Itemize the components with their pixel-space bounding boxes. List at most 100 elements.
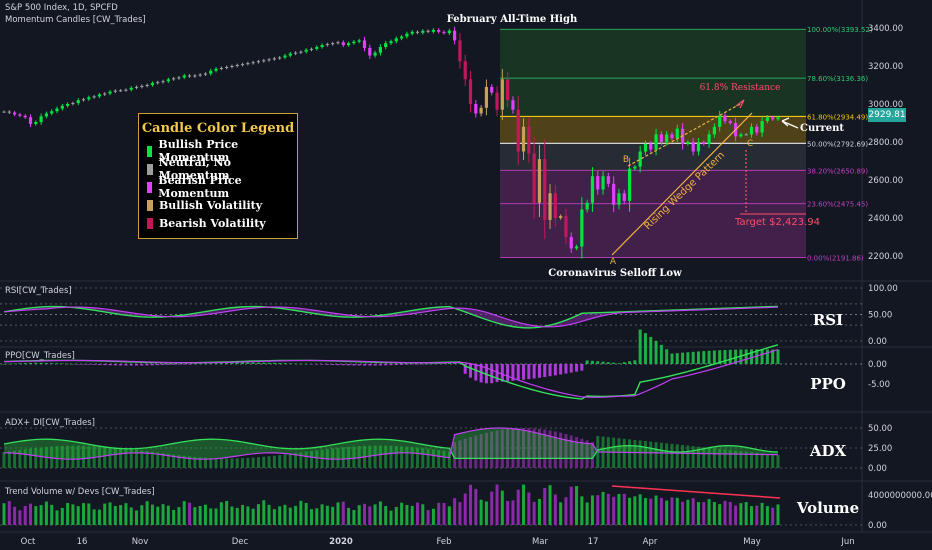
- fib-zone: [500, 143, 806, 171]
- candle-body: [13, 112, 17, 115]
- volume-bar: [522, 484, 526, 525]
- volume-bar: [294, 505, 298, 525]
- volume-bar: [665, 500, 669, 525]
- ppo-histogram-bar: [771, 349, 775, 364]
- ppo-histogram-bar: [23, 363, 27, 364]
- legend-item: Bearish Price Momentum: [139, 174, 297, 200]
- adx-bar: [203, 457, 207, 468]
- candle-body: [627, 168, 632, 201]
- volume-bar: [739, 503, 743, 525]
- ppo-histogram-bar: [474, 364, 478, 381]
- adx-bar: [686, 445, 690, 468]
- volume-bar: [416, 502, 420, 525]
- candle-body: [113, 90, 117, 92]
- ppo-histogram-bar: [612, 362, 616, 364]
- legend-title: Candle Color Legend: [141, 121, 295, 136]
- volume-bar: [553, 494, 557, 525]
- adx-bar: [209, 457, 213, 468]
- ppo-histogram-bar: [569, 364, 573, 373]
- adx-bar: [643, 441, 647, 468]
- ppo-histogram-bar: [638, 329, 642, 364]
- volume-bar: [543, 488, 547, 525]
- volume-bar: [166, 505, 170, 525]
- candle-body: [140, 85, 144, 87]
- volume-bar: [315, 508, 319, 525]
- candle-body: [431, 29, 436, 32]
- ppo-histogram-bar: [378, 364, 382, 366]
- adx-bar: [384, 445, 388, 468]
- x-axis-tick: Apr: [643, 537, 658, 547]
- volume-bar: [484, 501, 488, 525]
- fib-level-label: 38.20%(2650.89): [807, 167, 868, 175]
- ppo-histogram-bar: [256, 362, 260, 364]
- volume-bar: [225, 500, 229, 525]
- ppo-histogram-bar: [341, 364, 345, 366]
- x-axis-tick: Oct: [21, 537, 36, 547]
- adx-bar: [755, 452, 759, 468]
- candle-body: [506, 79, 510, 101]
- candle-body: [28, 117, 33, 124]
- volume-bar: [156, 506, 160, 525]
- ppo-histogram-bar: [575, 364, 579, 372]
- ppo-histogram-bar: [267, 362, 271, 364]
- ppo-histogram-bar: [675, 353, 679, 364]
- volume-bar: [506, 500, 510, 525]
- volume-bar: [309, 509, 313, 525]
- adx-bar: [628, 439, 632, 468]
- ppo-histogram-bar: [97, 364, 101, 365]
- volume-bar: [490, 491, 494, 525]
- adx-bar: [617, 438, 621, 468]
- adx-bar: [506, 428, 510, 468]
- volume-panel-title: Volume: [796, 499, 860, 517]
- volume-bar: [453, 498, 457, 525]
- volume-bar: [384, 506, 388, 525]
- candle-body: [34, 122, 38, 124]
- volume-bar: [649, 498, 653, 525]
- volume-bar: [66, 502, 70, 525]
- ppo-histogram-bar: [522, 364, 526, 380]
- candle-body: [357, 40, 361, 42]
- candle-body: [368, 47, 372, 56]
- candle-body: [521, 126, 526, 152]
- adx-bar: [580, 438, 584, 468]
- candle-body: [293, 52, 298, 54]
- adx-bar: [654, 442, 658, 468]
- ppo-histogram-bar: [712, 350, 716, 364]
- ppo-histogram-bar: [76, 364, 80, 365]
- fib-level-label: 23.60%(2475.45): [807, 201, 868, 209]
- volume-bar: [638, 494, 642, 525]
- volume-bar: [675, 497, 679, 525]
- ppo-histogram-bar: [410, 364, 414, 365]
- candle-body: [256, 61, 261, 63]
- adx-bar: [400, 446, 404, 468]
- wedge-lower-line: [611, 112, 753, 256]
- volume-bar: [590, 495, 594, 525]
- adx-bar: [728, 450, 732, 468]
- candle-body: [511, 100, 515, 110]
- volume-bar: [357, 505, 361, 525]
- volume-bar: [209, 508, 213, 525]
- volume-bar: [771, 507, 775, 525]
- volume-bar: [474, 488, 478, 525]
- candle-body: [92, 96, 96, 98]
- ppo-histogram-bar: [559, 364, 563, 375]
- volume-bar: [718, 504, 722, 525]
- volume-bar: [760, 502, 764, 525]
- ppo-histogram-bar: [304, 363, 308, 365]
- legend-item-label: Bullish Price Momentum: [158, 138, 239, 164]
- adx-bar: [283, 454, 287, 468]
- adx-bar: [522, 428, 526, 468]
- ppo-histogram-bar: [442, 363, 446, 364]
- volume-bar: [331, 506, 335, 525]
- ppo-histogram-bar: [362, 364, 366, 366]
- ppo-histogram-bar: [453, 362, 457, 364]
- ppo-histogram-bar: [103, 364, 107, 366]
- fib-level-label: 78.60%(3136.36): [807, 75, 868, 83]
- ppo-histogram-bar: [294, 363, 298, 365]
- volume-bar: [495, 484, 499, 525]
- di-fill: [4, 428, 778, 460]
- adx-bar: [193, 456, 197, 468]
- volume-bar: [278, 506, 282, 525]
- volume-bar: [362, 503, 366, 525]
